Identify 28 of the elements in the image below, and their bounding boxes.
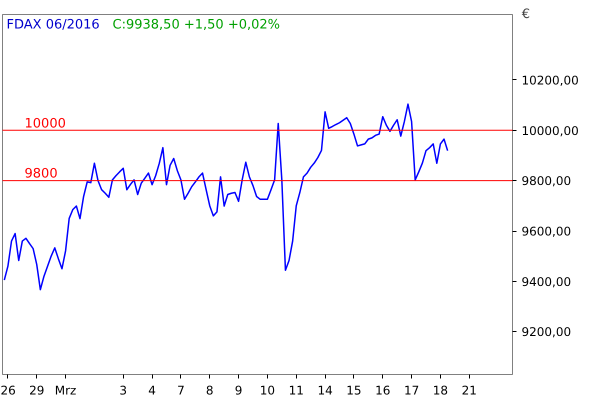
x-tick-label: 4 [148,384,156,398]
x-tick-label: 7 [177,384,185,398]
x-tick-label: 21 [462,384,477,398]
y-tick-label: 9200,00 [522,325,572,340]
line-series [4,103,448,290]
x-tick-label: 3 [119,384,128,398]
x-tick-label: 18 [432,384,448,398]
y-tick-label: 9400,00 [522,274,572,289]
x-tick-label: Mrz [54,384,76,398]
y-tick-label: 9600,00 [522,224,572,239]
y-tick-label: 10200,00 [522,73,579,88]
ref-line-label: 10000 [24,116,66,132]
x-tick-label: 26 [0,384,16,398]
x-tick-label: 29 [29,384,44,398]
x-tick-label: 14 [317,384,333,398]
x-tick-label: 9 [234,384,242,398]
x-tick-label: 8 [206,384,214,398]
y-tick-label: 9800,00 [522,174,572,188]
chart-subtitle: C:9938,50 +1,50 +0,02% [112,18,280,32]
x-tick-label: 15 [346,384,362,398]
ref-line-label: 9800 [24,166,58,182]
x-tick-label: 16 [375,384,390,398]
y-tick-label: 10000,00 [522,124,579,138]
chart-title: FDAX 06/2016 [6,18,100,32]
y-axis-title: € [522,7,530,22]
x-tick-label: 17 [404,384,420,398]
x-tick-label: 10 [260,384,276,398]
x-tick-label: 11 [288,384,304,398]
